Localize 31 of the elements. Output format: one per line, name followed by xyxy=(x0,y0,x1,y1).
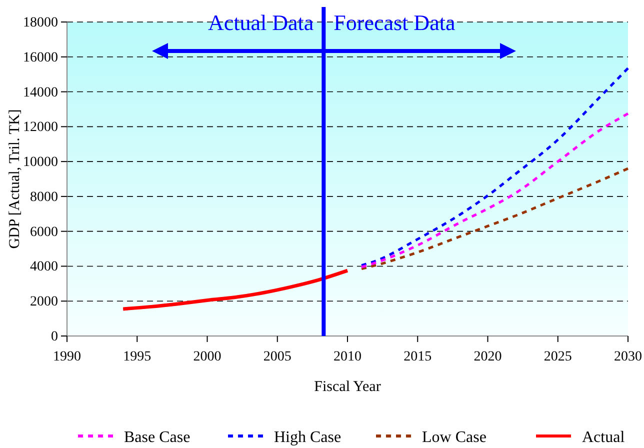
y-tick-label: 8000 xyxy=(30,190,58,205)
line-series xyxy=(360,167,630,270)
x-tick-label: 1990 xyxy=(53,349,81,364)
y-tick-label: 16000 xyxy=(23,50,58,66)
x-tick-label: 2020 xyxy=(474,349,502,364)
x-tick-label: 1995 xyxy=(123,349,152,364)
legend-label: Base Case xyxy=(124,429,190,446)
y-tick-label: 4000 xyxy=(30,260,58,275)
x-axis-title: Fiscal Year xyxy=(314,379,381,395)
line-series xyxy=(360,112,630,268)
annotation: Actual Data xyxy=(208,10,314,35)
y-tick-label: 6000 xyxy=(30,224,58,240)
y-tick-label: 12000 xyxy=(23,120,58,136)
x-tick-label: 2030 xyxy=(614,349,642,364)
legend-label: Low Case xyxy=(422,429,486,446)
x-tick-label: 2005 xyxy=(263,349,292,364)
y-tick-label: 10000 xyxy=(23,155,58,170)
line-series xyxy=(121,268,350,311)
legend-label: Actual xyxy=(582,429,626,446)
x-tick-label: 2015 xyxy=(404,349,432,364)
y-tick-label: 0 xyxy=(51,329,58,344)
legend-label: High Case xyxy=(274,429,342,446)
x-tick-label: 2010 xyxy=(334,349,362,364)
annotation: Forecast Data xyxy=(334,10,456,35)
line-series xyxy=(360,66,630,267)
x-tick-label: 2000 xyxy=(193,349,222,364)
x-tick-label: 2025 xyxy=(544,349,572,364)
y-tick-label: 18000 xyxy=(23,15,58,30)
y-tick-label: 14000 xyxy=(23,85,58,100)
y-tick-label: 2000 xyxy=(30,294,58,310)
y-axis-title: GDP [Actual, Tril. TK] xyxy=(7,109,23,249)
